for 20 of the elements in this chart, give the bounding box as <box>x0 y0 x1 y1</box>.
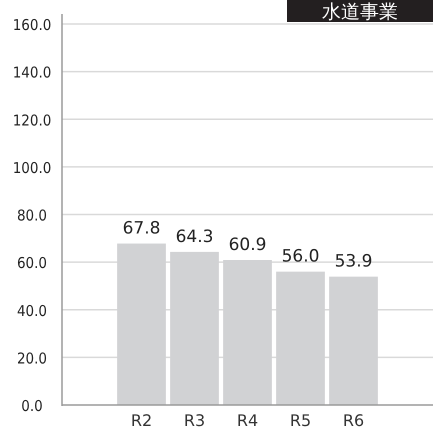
x-tick-label: R6 <box>342 411 364 430</box>
y-tick-label: 40.0 <box>16 302 48 320</box>
y-tick-label: 120.0 <box>12 111 52 130</box>
y-tick-label: 60.0 <box>16 254 48 272</box>
y-tick-label: 80.0 <box>16 206 48 224</box>
x-tick-label: R2 <box>130 411 152 430</box>
y-tick-label: 20.0 <box>16 349 48 368</box>
x-tick-label: R3 <box>184 411 206 430</box>
x-tick-label: R5 <box>290 411 312 430</box>
data-label: 53.9 <box>334 252 372 272</box>
data-label: 60.9 <box>228 234 266 255</box>
y-tick-label: 100.0 <box>12 158 52 177</box>
data-label: 56.0 <box>282 246 320 267</box>
y-tick-label: 160.0 <box>12 16 52 34</box>
y-tick-label: 140.0 <box>12 64 52 82</box>
data-label: 67.8 <box>122 218 160 239</box>
y-tick-label: 0.0 <box>21 397 43 415</box>
x-tick-label: R4 <box>236 411 258 430</box>
data-label: 64.3 <box>176 226 214 247</box>
chart-title: 水道事業 <box>322 1 398 23</box>
